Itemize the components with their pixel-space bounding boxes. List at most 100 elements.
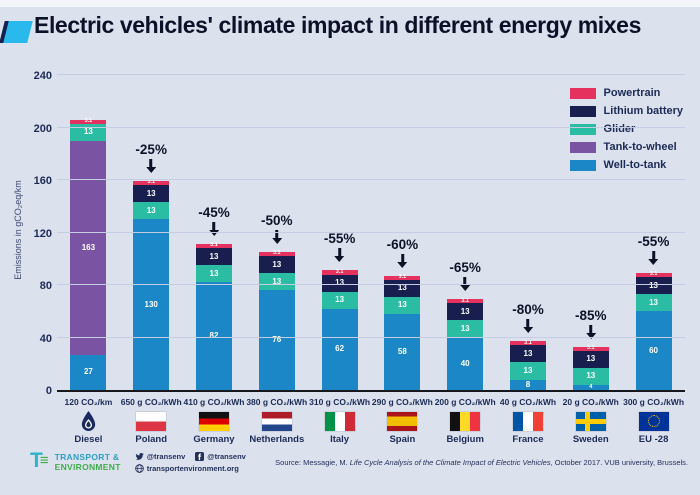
carbon-intensity-label: 310 g CO₂/kWh bbox=[309, 397, 371, 407]
down-arrow-icon bbox=[271, 238, 282, 245]
legend-item-powertrain: Powertrain bbox=[569, 87, 683, 99]
down-arrow-icon bbox=[397, 261, 408, 268]
gridline-240 bbox=[57, 74, 685, 75]
down-arrow-icon bbox=[146, 167, 157, 174]
flag-netherlands-icon bbox=[261, 411, 292, 431]
bar-segment-powertrain: 3.1 bbox=[133, 180, 170, 186]
bar-column-belgium: 40 13 13 3.1 -65% bbox=[434, 75, 497, 390]
logo-line1: TRANSPORT & bbox=[54, 452, 120, 462]
down-arrow-icon bbox=[585, 332, 596, 339]
reduction-percent-label: -85% bbox=[575, 307, 607, 323]
segment-value-label: 3.1 bbox=[84, 117, 93, 124]
legend-label: Well-to-tank bbox=[603, 159, 667, 171]
flag-wrap bbox=[497, 410, 560, 432]
down-arrow-icon bbox=[589, 324, 593, 333]
down-arrow-icon bbox=[275, 230, 279, 239]
legend-label: Glider bbox=[603, 123, 636, 135]
bar-segment-well-to-tank: 4 bbox=[572, 383, 609, 390]
x-axis: 120 CO₂/km Diesel 650 g CO₂/kWh Poland 410 g… bbox=[57, 397, 685, 445]
flag-belgium-icon bbox=[450, 411, 481, 431]
segment-value-label: 130 bbox=[144, 299, 158, 309]
gridline-160 bbox=[57, 179, 685, 180]
segment-value-label: 3.1 bbox=[398, 273, 407, 280]
reduction-annotation-poland: -25% bbox=[135, 142, 167, 174]
bar-column-eu-28: 60 13 13 3.1 -55% bbox=[622, 75, 685, 390]
reduction-percent-label: -45% bbox=[198, 205, 230, 221]
segment-value-label: 60 bbox=[649, 345, 659, 355]
footer: T ≡ TRANSPORT & ENVIRONMENT @transenv @tr… bbox=[30, 450, 688, 476]
stacked-bar-diesel: 27 163 13 3.1 bbox=[70, 117, 107, 390]
bar-segment-powertrain: 3.1 bbox=[321, 268, 358, 275]
carbon-intensity-label: 380 g CO₂/kWh bbox=[246, 397, 308, 407]
flag-france-icon bbox=[512, 411, 543, 431]
stacked-bar-netherlands: 76 13 13 3.1 bbox=[258, 251, 295, 390]
segment-value-label: 58 bbox=[397, 346, 407, 356]
legend-swatch bbox=[569, 123, 596, 135]
gridline-80 bbox=[57, 284, 685, 285]
bar-segment-lithium-battery: 13 bbox=[509, 345, 546, 363]
bar-segment-glider: 13 bbox=[447, 320, 484, 338]
country-label: Germany bbox=[193, 434, 235, 445]
bar-column-spain: 58 13 13 3.1 -60% bbox=[371, 75, 434, 390]
segment-value-label: 13 bbox=[272, 259, 282, 269]
segment-value-label: 13 bbox=[649, 280, 659, 290]
segment-value-label: 13 bbox=[209, 268, 219, 278]
social-links: @transenv @transenv transportenvironment… bbox=[134, 452, 256, 476]
flag-wrap bbox=[559, 410, 622, 432]
flag-spain-icon bbox=[387, 411, 418, 431]
flag-italy-icon bbox=[324, 411, 355, 431]
down-arrow-icon bbox=[208, 230, 219, 237]
flag-sweden-icon bbox=[575, 411, 606, 431]
gridline-200 bbox=[57, 126, 685, 128]
x-label-italy: 310 g CO₂/kWh Italy bbox=[308, 397, 371, 445]
stacked-bar-poland: 130 13 13 3.1 bbox=[133, 180, 170, 390]
down-arrow-icon bbox=[522, 327, 533, 334]
x-label-poland: 650 g CO₂/kWh Poland bbox=[120, 397, 183, 445]
bar-segment-glider: 13 bbox=[384, 296, 421, 314]
segment-value-label: 3.1 bbox=[649, 271, 658, 278]
segment-value-label: 13 bbox=[146, 188, 156, 198]
bars-container: 27 163 13 3.1 130 13 13 3.1 -25% 82 13 13 3.1 -45% 76 1… bbox=[57, 75, 685, 390]
reduction-percent-label: -55% bbox=[637, 234, 670, 250]
reduction-percent-label: -25% bbox=[135, 142, 167, 158]
bar-segment-lithium-battery: 13 bbox=[447, 303, 484, 321]
facebook-handle: @transenv bbox=[195, 452, 246, 461]
reduction-annotation-sweden: -85% bbox=[575, 308, 607, 339]
bar-segment-glider: 13 bbox=[70, 123, 107, 141]
y-tick-40: 40 bbox=[39, 332, 52, 345]
flag-germany-icon bbox=[198, 411, 229, 431]
title-accent-parallelogram-icon bbox=[3, 21, 33, 43]
segment-value-label: 62 bbox=[335, 344, 345, 354]
segment-value-label: 13 bbox=[460, 323, 470, 333]
down-arrow-icon bbox=[652, 251, 656, 260]
segment-value-label: 4 bbox=[589, 383, 593, 390]
top-strip bbox=[0, 0, 700, 7]
x-label-eu-28: 300 g CO₂/kWh EU -28 bbox=[622, 397, 685, 445]
bar-segment-well-to-tank: 27 bbox=[70, 354, 107, 390]
down-arrow-icon bbox=[212, 222, 216, 231]
bar-segment-powertrain: 3.1 bbox=[70, 117, 107, 124]
y-tick-240: 240 bbox=[33, 70, 52, 82]
flag-wrap bbox=[183, 410, 246, 432]
y-tick-120: 120 bbox=[33, 227, 52, 240]
globe-icon bbox=[134, 464, 144, 473]
reduction-percent-label: -50% bbox=[261, 213, 293, 229]
segment-value-label: 13 bbox=[146, 205, 156, 215]
x-label-germany: 410 g CO₂/kWh Germany bbox=[183, 397, 246, 445]
bar-column-germany: 82 13 13 3.1 -45% bbox=[183, 75, 246, 390]
segment-value-label: 8 bbox=[525, 379, 531, 389]
bar-segment-glider: 13 bbox=[572, 367, 609, 385]
flag-poland-icon bbox=[136, 411, 167, 431]
x-label-sweden: 20 g CO₂/kWh Sweden bbox=[559, 397, 622, 445]
transport-environment-logo-text: TRANSPORT & ENVIRONMENT bbox=[55, 452, 121, 472]
segment-value-label: 3.1 bbox=[335, 268, 344, 275]
legend: Powertrain Lithium battery Glider Tank-to-w… bbox=[569, 87, 683, 177]
reduction-annotation-italy: -55% bbox=[324, 231, 355, 263]
segment-value-label: 40 bbox=[460, 358, 470, 368]
flag-wrap bbox=[120, 410, 183, 432]
bar-column-diesel: 27 163 13 3.1 bbox=[57, 75, 120, 390]
x-label-diesel: 120 CO₂/km Diesel bbox=[57, 397, 120, 445]
flag-wrap bbox=[57, 410, 120, 432]
bar-segment-powertrain: 3.1 bbox=[384, 273, 421, 280]
bar-segment-lithium-battery: 13 bbox=[572, 350, 609, 368]
